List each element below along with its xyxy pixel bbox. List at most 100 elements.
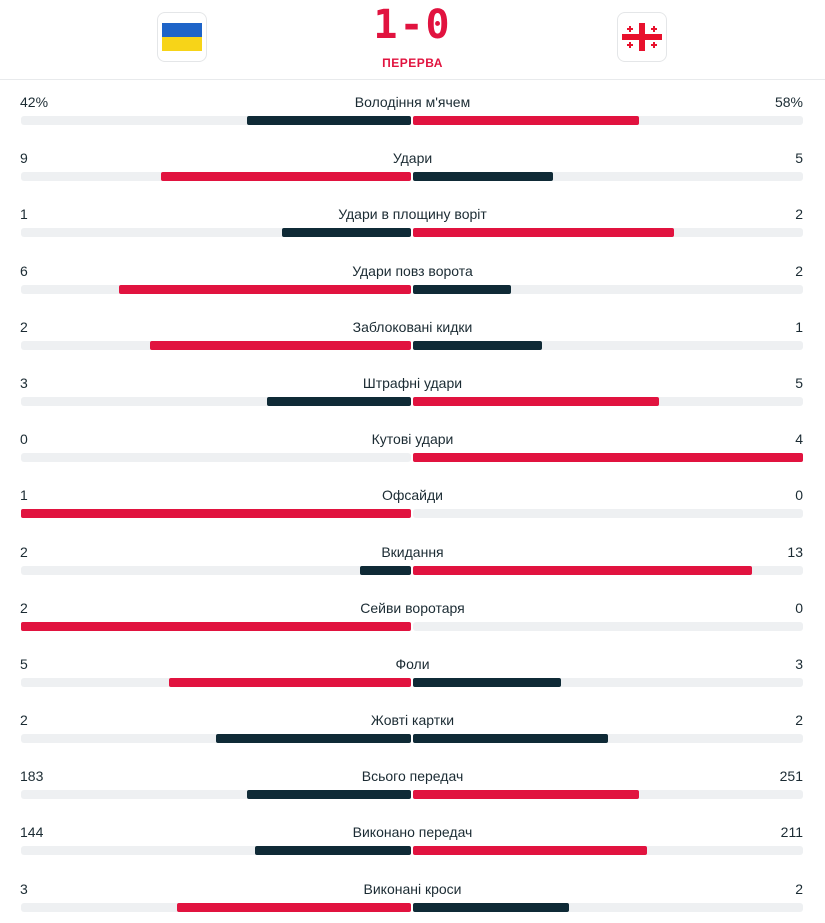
away-bar-track <box>413 677 803 687</box>
stat-row: 42% Володіння м'ячем 58% <box>0 80 825 136</box>
stat-row: 2 Заблоковані кидки 1 <box>0 305 825 361</box>
home-bar <box>161 172 411 182</box>
away-bar-track <box>413 453 803 463</box>
away-bar-track <box>413 902 803 912</box>
stat-label: Заблоковані кидки <box>352 318 473 335</box>
stat-label: Виконано передач <box>352 824 473 841</box>
home-value: 2 <box>20 543 28 560</box>
away-value: 0 <box>795 487 803 504</box>
home-value: 5 <box>20 655 28 672</box>
home-value: 2 <box>20 712 28 729</box>
stat-label: Жовті картки <box>370 712 455 729</box>
away-value: 1 <box>795 318 803 335</box>
home-value: 6 <box>20 262 28 279</box>
home-bar-track <box>21 172 411 182</box>
home-team-flag[interactable] <box>157 12 207 62</box>
away-value: 0 <box>795 599 803 616</box>
home-bar <box>21 509 411 519</box>
match-status: ПЕРЕРВА <box>382 56 443 70</box>
away-bar <box>413 284 511 294</box>
stat-row: 3 Виконані кроси 2 <box>0 867 825 923</box>
away-bar <box>413 734 608 744</box>
stat-label: Удари повз ворота <box>352 262 473 279</box>
away-bar <box>413 790 640 800</box>
stat-row: 1 Удари в площину воріт 2 <box>0 192 825 248</box>
home-bar-track <box>21 846 411 856</box>
away-bar-track <box>413 790 803 800</box>
away-value: 2 <box>795 880 803 897</box>
stat-label: Виконані кроси <box>363 880 462 897</box>
away-bar <box>413 396 659 406</box>
stat-row: 183 Всього передач 251 <box>0 754 825 810</box>
stat-row: 1 Офсайди 0 <box>0 473 825 529</box>
match-score: 1-0 <box>373 2 452 48</box>
stat-label: Фоли <box>395 655 430 672</box>
home-value: 183 <box>20 768 44 785</box>
away-value: 251 <box>779 768 803 785</box>
stat-label: Вкидання <box>381 543 444 560</box>
away-team-flag[interactable] <box>617 12 667 62</box>
away-value: 4 <box>795 431 803 448</box>
stat-row: 2 Сейви воротаря 0 <box>0 586 825 642</box>
away-bar-track <box>413 621 803 631</box>
home-bar-track <box>21 902 411 912</box>
home-bar <box>216 734 411 744</box>
away-bar <box>413 453 803 463</box>
home-bar-track <box>21 621 411 631</box>
home-bar-track <box>21 565 411 575</box>
home-value: 9 <box>20 150 28 167</box>
stat-row: 2 Жовті картки 2 <box>0 698 825 754</box>
away-bar-track <box>413 565 803 575</box>
home-value: 0 <box>20 431 28 448</box>
away-bar-track <box>413 116 803 125</box>
stat-label: Всього передач <box>361 768 464 785</box>
home-value: 1 <box>20 206 28 223</box>
away-value: 13 <box>787 543 803 560</box>
home-bar-track <box>21 228 411 238</box>
stat-row: 0 Кутові удари 4 <box>0 417 825 473</box>
match-header: 1-0 ПЕРЕРВА <box>0 0 825 80</box>
away-bar-track <box>413 734 803 744</box>
away-value: 3 <box>795 655 803 672</box>
stat-row: 2 Вкидання 13 <box>0 530 825 586</box>
stat-label: Кутові удари <box>371 431 454 448</box>
stats-list: 42% Володіння м'ячем 58% 9 Удари 5 1 Удари в пл… <box>0 80 825 923</box>
stat-label: Володіння м'ячем <box>354 94 471 110</box>
stat-label: Офсайди <box>381 487 443 504</box>
stat-row: 9 Удари 5 <box>0 136 825 192</box>
away-bar-track <box>413 396 803 406</box>
away-bar <box>413 902 569 912</box>
away-value: 5 <box>795 150 803 167</box>
home-value: 2 <box>20 318 28 335</box>
stat-label: Сейви воротаря <box>360 599 465 616</box>
away-value: 2 <box>795 712 803 729</box>
home-bar <box>247 116 411 125</box>
stat-row: 144 Виконано передач 211 <box>0 810 825 866</box>
home-bar-track <box>21 509 411 519</box>
away-bar <box>413 116 640 125</box>
home-bar <box>247 790 411 800</box>
home-bar-track <box>21 116 411 125</box>
home-value: 144 <box>20 824 44 841</box>
home-bar <box>21 621 411 631</box>
away-bar-track <box>413 509 803 519</box>
away-bar <box>413 846 647 856</box>
away-bar-track <box>413 228 803 238</box>
home-bar <box>360 565 411 575</box>
away-bar <box>413 677 562 687</box>
home-bar <box>282 228 411 238</box>
home-bar-track <box>21 396 411 406</box>
home-value: 3 <box>20 374 28 391</box>
stat-label: Удари в площину воріт <box>338 206 487 223</box>
stat-row: 6 Удари повз ворота 2 <box>0 249 825 305</box>
away-value: 5 <box>795 374 803 391</box>
home-bar-track <box>21 790 411 800</box>
home-bar-track <box>21 677 411 687</box>
home-bar-track <box>21 453 411 463</box>
home-value: 1 <box>20 487 28 504</box>
away-bar-track <box>413 340 803 350</box>
home-bar <box>149 340 411 350</box>
home-bar <box>169 677 411 687</box>
home-bar <box>118 284 411 294</box>
home-value: 2 <box>20 599 28 616</box>
